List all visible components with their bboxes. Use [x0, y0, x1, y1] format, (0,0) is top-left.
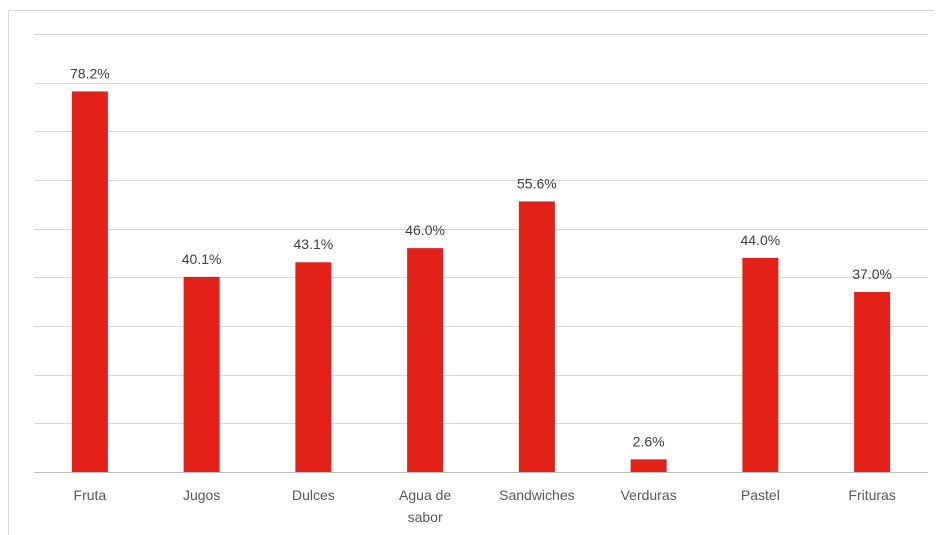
bar-agua-de-sabor: [407, 248, 444, 472]
bar-sandwiches: [518, 201, 555, 472]
data-label: 2.6%: [633, 433, 665, 449]
data-label: 40.1%: [182, 251, 222, 267]
x-tick-label: Pastel: [741, 487, 780, 503]
bars: [71, 91, 891, 472]
data-label: 78.2%: [70, 65, 110, 81]
x-tick-label: Sandwiches: [499, 487, 575, 503]
x-tick-label: Verduras: [621, 487, 677, 503]
x-tick-label: Fruta: [74, 487, 107, 503]
data-label: 46.0%: [405, 222, 445, 238]
chart-frame: [8, 10, 934, 535]
bar-fruta: [71, 91, 108, 472]
bar-frituras: [854, 291, 891, 472]
gridlines: [34, 34, 928, 424]
data-label: 43.1%: [294, 236, 334, 252]
bar-pastel: [742, 257, 779, 472]
bar-verduras: [630, 459, 667, 472]
data-label: 37.0%: [852, 266, 892, 282]
x-tick-label: Dulces: [292, 487, 335, 503]
x-tick-label: Frituras: [848, 487, 895, 503]
x-tick-label: Agua de sabor: [399, 487, 451, 525]
bar-jugos: [183, 276, 220, 472]
data-label: 55.6%: [517, 175, 557, 191]
data-labels: 78.2% 40.1% 43.1% 46.0% 55.6% 2.6% 44.0% 37.0%: [70, 65, 892, 449]
bar-dulces: [295, 262, 332, 472]
x-tick-label: Jugos: [183, 487, 220, 503]
data-label: 44.0%: [741, 232, 781, 248]
x-tick-labels: Fruta Jugos Dulces Agua de sabor Sandwiches Ve…: [74, 487, 896, 525]
